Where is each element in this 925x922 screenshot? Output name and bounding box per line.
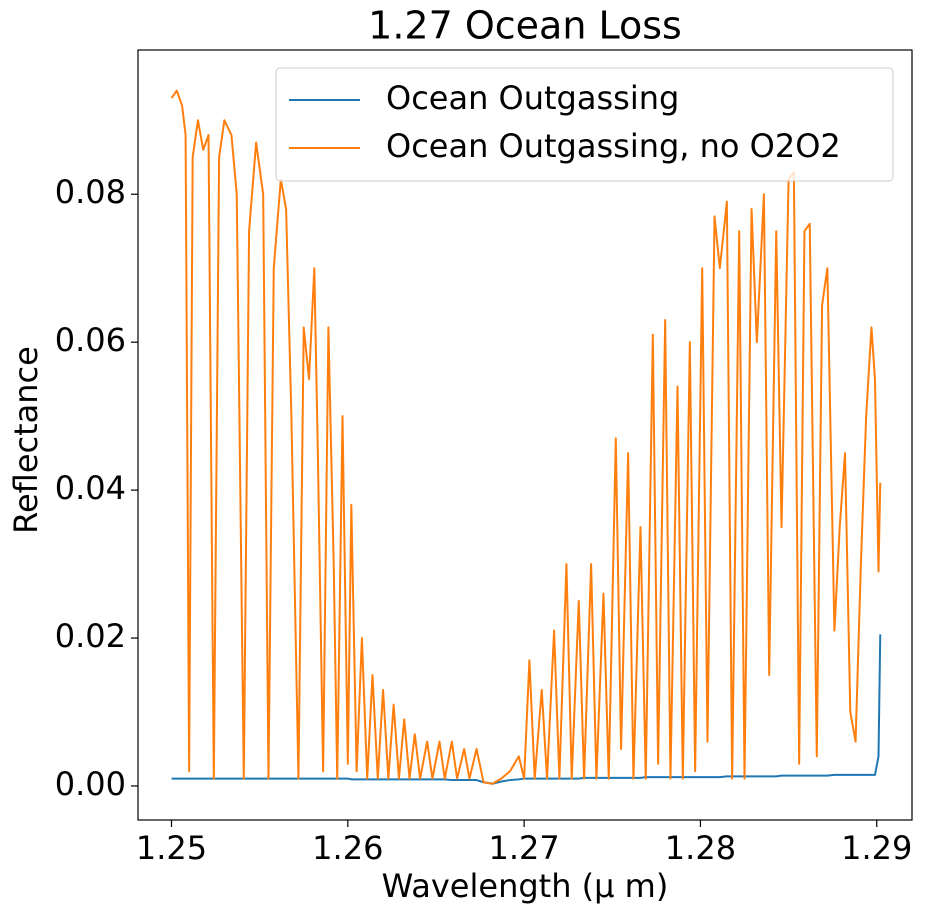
x-tick-label: 1.29: [841, 829, 912, 867]
legend-label: Ocean Outgassing, no O2O2: [386, 127, 841, 165]
y-tick-label: 0.06: [55, 321, 126, 359]
x-tick-label: 1.27: [488, 829, 559, 867]
y-tick-label: 0.02: [55, 617, 126, 655]
y-tick-label: 0.08: [55, 173, 126, 211]
x-axis-label: Wavelength (μ m): [382, 867, 669, 905]
legend-label: Ocean Outgassing: [386, 79, 679, 117]
legend-box: [275, 67, 894, 182]
x-tick-label: 1.26: [312, 829, 383, 867]
chart-title: 1.27 Ocean Loss: [368, 4, 682, 48]
y-tick-label: 0.04: [55, 469, 126, 507]
plot-frame: [137, 49, 913, 821]
series-line: [170, 89, 882, 785]
y-tick-label: 0.00: [55, 765, 126, 803]
x-tick-label: 1.25: [136, 829, 207, 867]
x-tick-label: 1.28: [665, 829, 736, 867]
plot-lines: [170, 89, 882, 785]
series-line: [171, 634, 882, 785]
y-axis-label: Reflectance: [7, 346, 45, 534]
